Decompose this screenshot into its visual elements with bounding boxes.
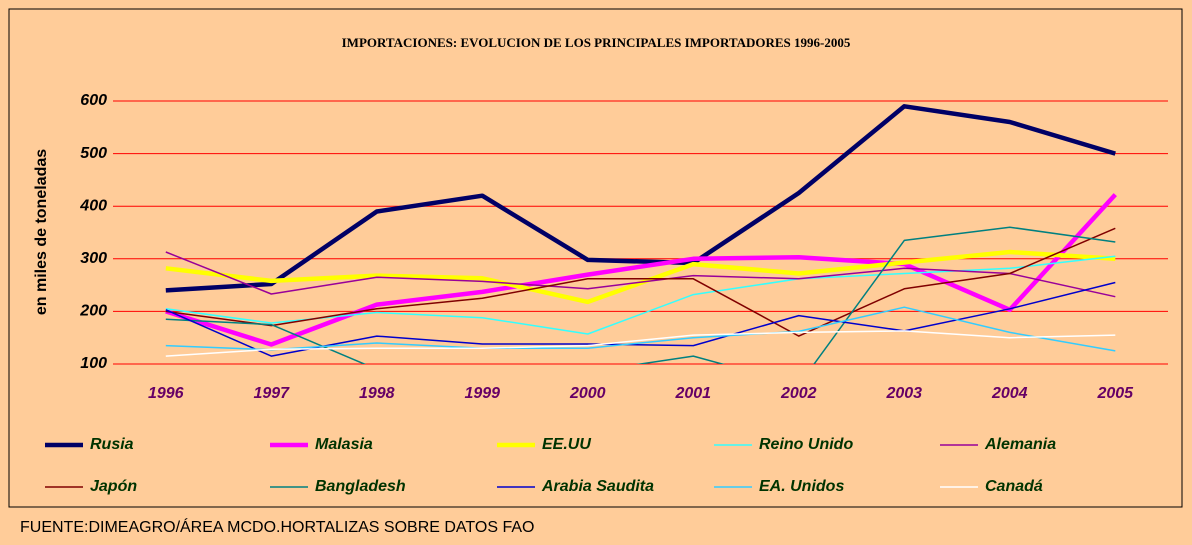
legend-label: EE.UU xyxy=(542,436,591,453)
x-tick-label: 2003 xyxy=(885,385,922,402)
x-tick-label: 2001 xyxy=(674,385,711,402)
series-line xyxy=(165,193,1117,347)
series-line xyxy=(165,251,1116,298)
y-axis-label: en miles de toneladas xyxy=(33,149,50,315)
x-tick-label: 2000 xyxy=(569,385,606,402)
series-line xyxy=(165,104,1116,293)
y-tick-label: 500 xyxy=(80,145,107,162)
y-tick-label: 300 xyxy=(80,250,107,267)
legend-label: Reino Unido xyxy=(759,436,853,453)
plot-lines xyxy=(165,104,1117,364)
series-line xyxy=(165,249,1116,305)
y-tick-label: 200 xyxy=(79,303,107,320)
x-tick-label: 1997 xyxy=(253,385,290,402)
x-tick-label: 2002 xyxy=(780,385,817,402)
series-line xyxy=(165,227,1116,337)
legend-label: Rusia xyxy=(90,436,134,453)
x-tick-label: 2005 xyxy=(1096,385,1134,402)
legend-label: Arabia Saudita xyxy=(541,478,654,495)
legend-label: Canadá xyxy=(985,478,1043,495)
x-tick-label: 2004 xyxy=(991,385,1028,402)
legend-label: Japón xyxy=(90,478,137,495)
legend-label: Bangladesh xyxy=(315,478,406,495)
y-tick-label: 100 xyxy=(80,355,107,372)
x-tick-label: 1999 xyxy=(464,385,500,402)
chart-border xyxy=(8,8,1183,508)
legend-label: Alemania xyxy=(984,436,1056,453)
x-tick-label: 1998 xyxy=(359,385,395,402)
series-line xyxy=(165,330,1116,357)
y-tick-label: 600 xyxy=(80,92,107,109)
legend-label: Malasia xyxy=(315,436,373,453)
x-tick-label: 1996 xyxy=(148,385,184,402)
series-line xyxy=(165,306,1116,352)
source-note: FUENTE:DIMEAGRO/ÁREA MCDO.HORTALIZAS SOB… xyxy=(20,517,534,536)
y-tick-label: 400 xyxy=(79,197,107,214)
legend-label: EA. Unidos xyxy=(759,478,844,495)
chart-title: IMPORTACIONES: EVOLUCION DE LOS PRINCIPA… xyxy=(342,35,851,50)
